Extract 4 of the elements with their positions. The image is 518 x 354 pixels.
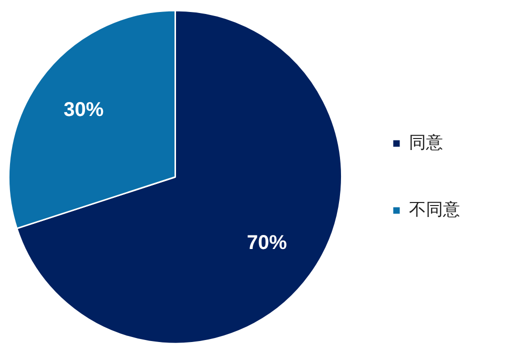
data-label: 30%: [64, 98, 104, 121]
legend-label: 不同意: [409, 200, 460, 220]
data-label: 70%: [246, 232, 288, 254]
legend-label: 同意: [409, 132, 443, 153]
